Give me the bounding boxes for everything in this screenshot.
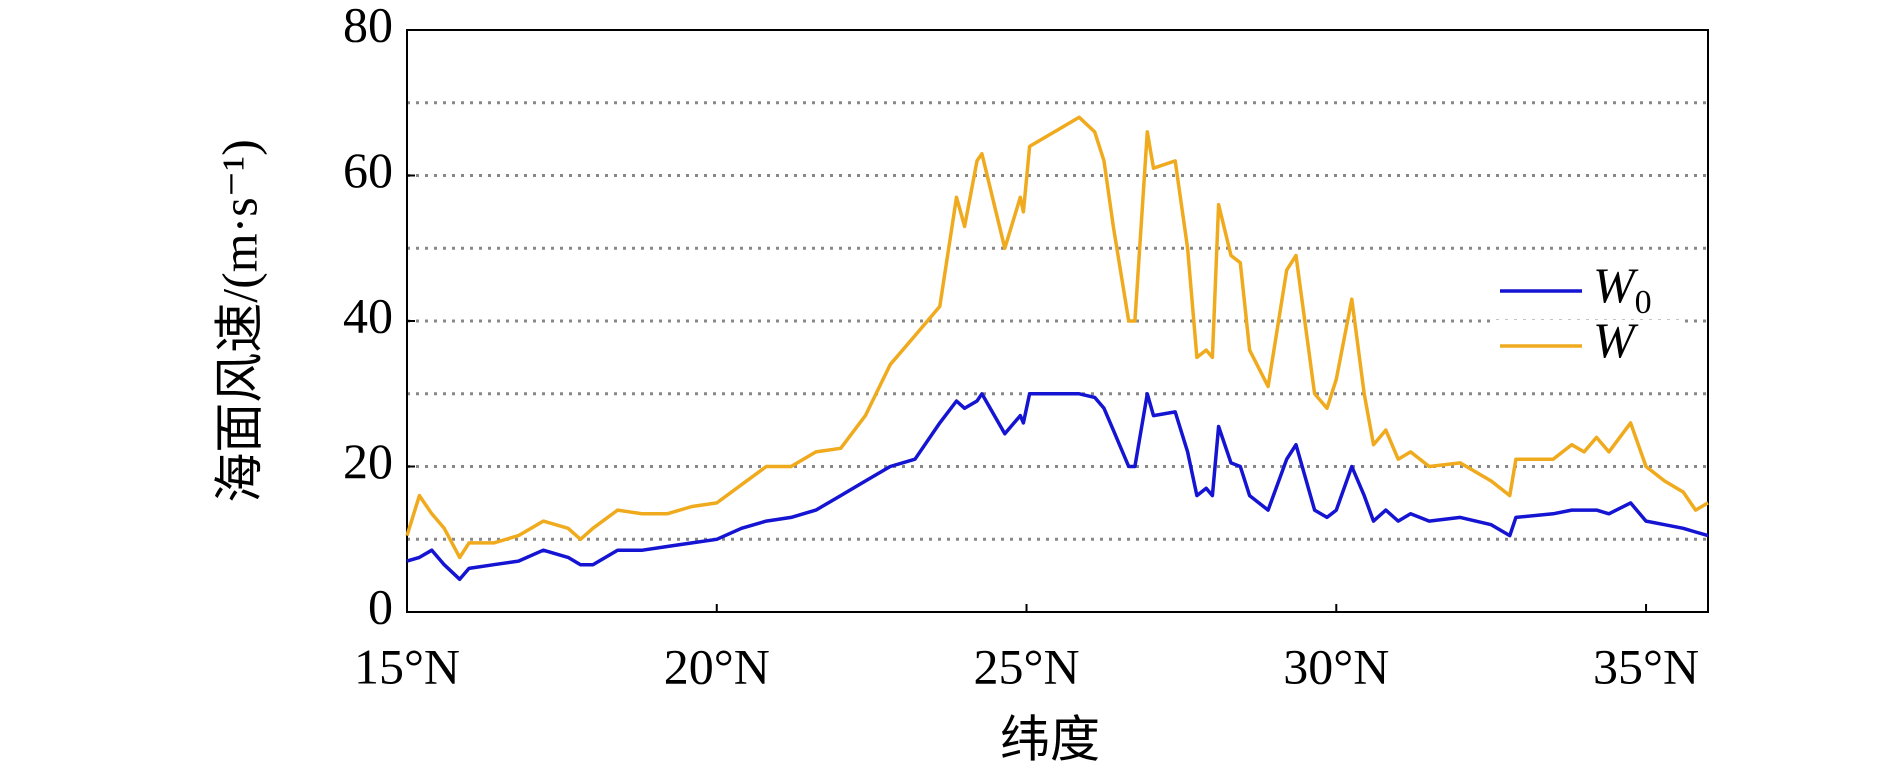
series-line <box>405 115 1709 560</box>
x-axis-label: 纬度 <box>1000 711 1100 767</box>
y-axis-label: 海面风速/(m·s⁻¹) <box>211 139 267 503</box>
y-tick-label: 60 <box>343 142 393 198</box>
x-tick-label: 20°N <box>664 638 770 694</box>
y-tick-label: 40 <box>343 287 393 343</box>
series-line <box>406 392 1709 582</box>
x-tick-label: 15°N <box>354 638 460 694</box>
y-tick-label: 20 <box>343 433 393 489</box>
plot-frame <box>406 29 1709 613</box>
x-tick-label: 35°N <box>1593 638 1699 694</box>
legend-label: W0 <box>1593 257 1652 320</box>
legend-label: W <box>1593 312 1639 368</box>
x-tick-label: 30°N <box>1283 638 1389 694</box>
x-tick-label: 25°N <box>973 638 1079 694</box>
y-tick-label: 0 <box>368 578 393 634</box>
y-tick-label: 80 <box>343 0 393 52</box>
